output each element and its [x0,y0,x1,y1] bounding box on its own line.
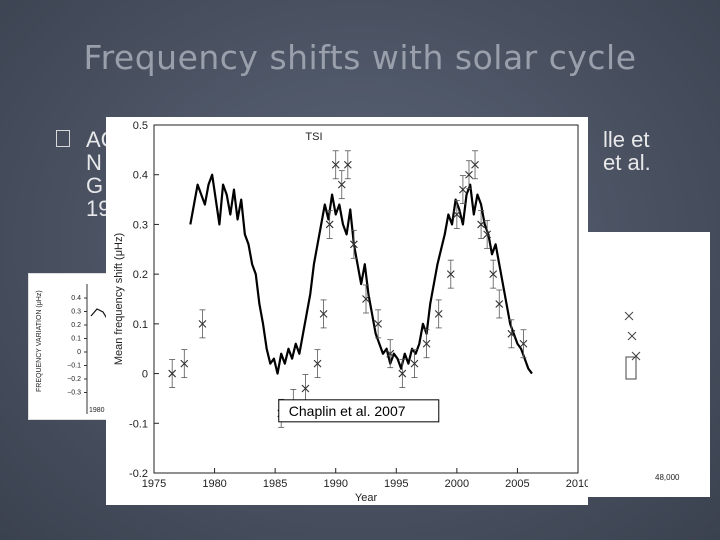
x-tick-label: 1995 [384,478,408,490]
left-ytick-label: −0.2 [67,376,81,383]
right-marks [624,311,641,380]
data-point-x [168,369,177,378]
y-tick-label: 0 [142,369,148,381]
left-ytick-label: −0.3 [67,390,81,397]
x-tick-label: 1985 [263,478,287,490]
x-tick-label: 1980 [202,478,226,490]
data-point-x [349,240,358,249]
y-tick-label: 0.4 [133,170,148,182]
data-point-x [325,220,334,229]
y-tick-label: 0.3 [133,219,148,231]
bullet-line-3: G [86,173,104,198]
data-point-x [331,160,340,169]
left-ylabel: FREQUENCY VARIATION (μHz) [36,290,43,392]
y-tick-label: 0.1 [133,319,148,331]
data-point-x [483,230,492,239]
main-chart: 1975 1980 1985 1990 1995 2000 2005 2010 -0.2 -0.1… [106,117,590,505]
annotation-text: Chaplin et al. 2007 [289,403,406,419]
left-ytick-label: 0.2 [71,322,81,329]
data-point-x [343,160,352,169]
data-point-x [489,270,498,279]
left-ytick-label: −0.1 [67,363,81,370]
data-point-x [495,300,504,308]
main-chart-svg: 1975 1980 1985 1990 1995 2000 2005 2010 -0.2 -0.1… [113,120,590,504]
data-point-x [519,339,528,348]
data-point-x [434,310,443,318]
x-axis-label: Year [355,492,378,504]
left-ytick-label: 0 [77,349,81,356]
data-point-x [180,359,189,368]
left-xtick: 1980 [89,407,105,414]
data-point-x [362,295,370,303]
data-point-x [386,349,395,358]
left-ytick-label: 0.1 [71,336,81,343]
data-point-x [446,270,455,279]
data-point-x [452,210,461,219]
plot-frame [153,124,579,474]
left-ytick-label: 0.3 [71,309,81,316]
slide-title: Frequency shifts with solar cycle [83,38,637,77]
data-point-x [465,170,473,179]
data-point-x [507,329,516,338]
data-point-x [337,180,346,189]
tsi-line [189,173,533,375]
data-point-x [471,160,479,169]
annotation-box [278,399,440,423]
y-tick-label: 0.2 [133,269,148,281]
x-tick-label: 1975 [142,478,166,490]
data-point-x [477,220,485,229]
x-tick-label: 2010 [566,478,588,490]
bullet-box-icon [56,130,70,147]
bullet-tail-1: lle et [603,127,650,152]
data-point-x [313,359,322,368]
data-point-x [301,384,310,393]
bullet-line-2: N [86,150,102,175]
x-tick-label: 1990 [323,478,347,490]
left-ytick-label: 0.4 [71,295,81,302]
data-point-x [319,310,328,318]
left-figure-plot: 0.4 0.3 0.2 0.1 0 −0.1 −0.2 −0.3 FREQUENCY VARI… [36,284,130,414]
data-point-x [422,339,431,348]
y-tick-label: -0.1 [129,418,148,430]
data-point-x [398,369,407,378]
bullet-tail-2: et al. [603,150,651,175]
x-tick-label: 2000 [445,478,469,490]
data-point-x [374,319,383,328]
legend-tsi: TSI [305,131,322,143]
x-tick-label: 2005 [505,478,529,490]
data-point-x [459,185,467,194]
data-point-x [198,319,207,328]
data-point-x [410,359,419,368]
y-axis-label: Mean frequency shift (μHz) [113,233,125,365]
right-xtick: 48,000 [655,473,680,482]
y-tick-label: 0.5 [133,120,148,132]
bullet-line-4: 19 [86,196,111,221]
y-tick-label: -0.2 [129,468,148,480]
